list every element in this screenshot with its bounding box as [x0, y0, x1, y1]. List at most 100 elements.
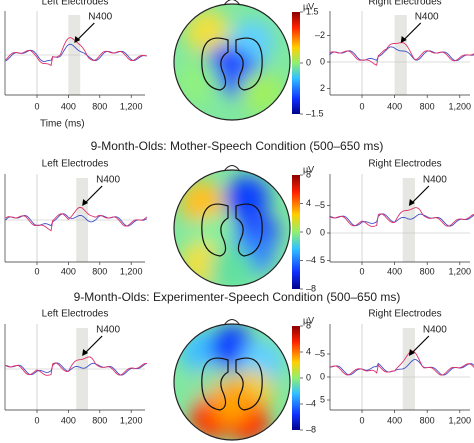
arrow-head	[408, 349, 415, 356]
colorbar-tick-label: 0	[306, 372, 311, 382]
wave-blue	[329, 359, 474, 376]
wave-blue	[329, 46, 474, 62]
y-tick-label: –5	[315, 348, 325, 358]
colorbar-tick-label: –4	[306, 255, 316, 265]
annotation: N400	[423, 175, 447, 186]
colorbar-tick-label: 8	[306, 320, 311, 330]
blob	[210, 246, 254, 286]
y-tick-label: 0	[320, 56, 325, 66]
x-tick-label: 800	[92, 266, 107, 276]
x-tick-label: 800	[92, 101, 107, 111]
blob	[175, 60, 219, 104]
x-tick-label: 400	[387, 266, 402, 276]
right-label: Right Electrodes	[368, 309, 441, 320]
y-tick-label: 0	[320, 371, 325, 381]
wave-pink	[5, 356, 147, 376]
head	[173, 169, 291, 287]
x-tick-label: 0	[359, 101, 364, 111]
left-label: Left Electrodes	[42, 0, 109, 8]
arrow	[83, 185, 103, 205]
colorbar-tick-label: 4	[306, 198, 311, 208]
colorbar-unit: μV	[303, 1, 314, 11]
x-tick-label: 800	[420, 266, 435, 276]
arrow	[402, 22, 422, 42]
wave-blue	[5, 362, 148, 376]
arrow	[410, 185, 430, 205]
colorbar-tick-label: 0	[306, 226, 311, 236]
x-tick-label: 1,200	[120, 101, 143, 111]
head	[173, 323, 291, 441]
arrow-head	[74, 36, 81, 43]
y-tick-label: 5	[320, 255, 325, 265]
right-label: Right Electrodes	[368, 0, 441, 8]
arrow	[75, 22, 95, 42]
colorbar-tick-label: 4	[306, 346, 311, 356]
x-tick-label: 0	[34, 266, 39, 276]
x-tick-label: 400	[387, 415, 402, 425]
colorbar-tick-label: –8	[306, 424, 316, 434]
y-tick-label: –5	[315, 200, 325, 210]
topomap	[174, 324, 290, 440]
roi-outline	[235, 37, 263, 91]
row-title: 9-Month-Olds: Mother-Speech Condition (5…	[91, 139, 384, 153]
x-tick-label: 0	[34, 101, 39, 111]
x-tick-label: 400	[61, 415, 76, 425]
annotation: N400	[88, 12, 112, 23]
wave-blue	[329, 213, 474, 227]
y-tick-label: 2	[320, 83, 325, 93]
annotation: N400	[96, 325, 120, 336]
x-tick-label: 800	[92, 415, 107, 425]
arrow-head	[408, 199, 415, 206]
roi-outline	[235, 203, 263, 257]
blob	[210, 380, 254, 424]
row-title: 9-Month-Olds: Experimenter-Speech Condit…	[74, 290, 401, 304]
blob	[180, 181, 224, 225]
colorbar-tick-label: –8	[306, 283, 316, 293]
nose	[223, 0, 241, 6]
left-label: Left Electrodes	[42, 159, 109, 170]
arrow-head	[82, 349, 89, 356]
left-label: Left Electrodes	[42, 309, 109, 320]
blobs	[180, 325, 284, 440]
roi-outline	[201, 37, 229, 91]
colorbar	[292, 12, 300, 114]
annotation: N400	[415, 12, 439, 23]
colorbar-unit: μV	[303, 164, 314, 174]
y-tick-label: –2	[315, 30, 325, 40]
x-label: Time (ms)	[40, 119, 85, 130]
colorbar-tick-label: 8	[306, 169, 311, 179]
annotation: N400	[96, 175, 120, 186]
x-tick-label: 1,200	[120, 415, 143, 425]
colorbar-tick-label: –1.5	[306, 108, 324, 118]
x-tick-label: 1,200	[449, 266, 472, 276]
window	[402, 178, 415, 262]
x-tick-label: 0	[359, 415, 364, 425]
blob	[185, 10, 229, 54]
x-tick-label: 1,200	[449, 101, 472, 111]
arrow	[83, 335, 103, 355]
x-tick-label: 800	[420, 101, 435, 111]
topomap	[174, 170, 290, 286]
roi-outline	[201, 357, 229, 411]
wave-blue	[5, 213, 148, 227]
colorbar-unit: μV	[303, 315, 314, 325]
x-tick-label: 400	[387, 101, 402, 111]
annotation: N400	[423, 325, 447, 336]
nose	[223, 319, 241, 326]
x-tick-label: 400	[61, 101, 76, 111]
head	[173, 3, 291, 121]
x-tick-label: 1,200	[120, 266, 143, 276]
roi-outline	[235, 357, 263, 411]
x-tick-label: 0	[359, 266, 364, 276]
wave-pink	[5, 207, 148, 232]
right-label: Right Electrodes	[368, 159, 441, 170]
arrow-head	[82, 199, 89, 206]
colorbar	[292, 326, 300, 430]
wave-pink	[329, 42, 474, 66]
y-tick-label: 0	[320, 227, 325, 237]
x-tick-label: 800	[420, 415, 435, 425]
roi-outline	[201, 203, 229, 257]
nose	[223, 165, 241, 172]
x-tick-label: 0	[34, 415, 39, 425]
